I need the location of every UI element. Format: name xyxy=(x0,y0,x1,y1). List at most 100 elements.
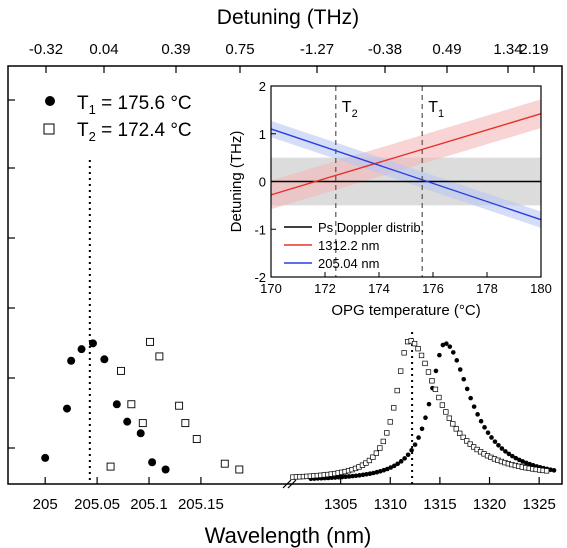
x-tick-label-1310: 1310 xyxy=(374,496,407,513)
point-filled-circle-57 xyxy=(506,451,512,457)
top-tick-label-1.34: 1.34 xyxy=(493,41,522,58)
point-filled-circle-20 xyxy=(378,468,383,474)
main-legend: T1 = 175.6 °C T2 = 172.4 °C xyxy=(43,93,192,144)
inset-x-axis-title: OPG temperature (°C) xyxy=(331,302,480,319)
axis-break-mark-b xyxy=(287,479,297,489)
point-filled-circle-49 xyxy=(478,418,484,424)
inset-vline-label-1: T1 xyxy=(428,99,444,120)
point-open-square-43 xyxy=(439,402,446,408)
point-filled-circle-45 xyxy=(464,386,470,392)
point-open-square-9 xyxy=(220,459,229,468)
point-open-square-36 xyxy=(415,345,421,352)
point-filled-circle-52 xyxy=(489,435,494,440)
point-filled-circle-56 xyxy=(503,449,508,454)
top-tick-label-0.04: 0.04 xyxy=(89,41,118,58)
inset-vline-label-sub: 1 xyxy=(438,108,444,120)
point-open-square-46 xyxy=(450,421,456,427)
point-filled-circle-41 xyxy=(450,350,456,355)
point-filled-circle-15 xyxy=(360,472,366,478)
inset-y-tick-label--2: -2 xyxy=(254,270,266,285)
point-filled-circle-62 xyxy=(523,460,529,466)
point-open-square-6 xyxy=(175,401,184,410)
point-open-square-51 xyxy=(467,441,473,447)
point-open-square-39 xyxy=(425,369,432,375)
inset-legend-label-1: 1312.2 nm xyxy=(318,238,379,253)
inset-x-tick-label-170: 170 xyxy=(260,281,282,296)
point-filled-circle-34 xyxy=(426,401,432,407)
point-open-square-34 xyxy=(408,338,414,344)
point-filled-circle-46 xyxy=(468,395,473,401)
inset-vline-label-name: T xyxy=(342,99,352,116)
point-filled-circle-27 xyxy=(402,456,407,461)
point-open-square-24 xyxy=(373,450,380,456)
inset-y-tick-label-0: 0 xyxy=(259,175,266,190)
point-filled-circle-44 xyxy=(461,376,467,382)
point-open-square-44 xyxy=(443,409,449,415)
point-open-square-32 xyxy=(401,350,407,356)
point-filled-circle-23 xyxy=(388,465,394,470)
top-tick-label-0.75: 0.75 xyxy=(225,41,254,58)
legend-t1-value: = 175.6 °C xyxy=(96,93,192,114)
top-tick-label-0.39: 0.39 xyxy=(161,41,190,58)
point-open-square-49 xyxy=(460,434,466,441)
point-open-square-30 xyxy=(394,387,400,394)
point-open-square-38 xyxy=(422,360,428,367)
point-open-square-35 xyxy=(411,340,418,347)
point-filled-circle-5 xyxy=(100,355,109,364)
point-filled-circle-25 xyxy=(395,461,401,467)
inset-series-line-2 xyxy=(270,128,542,221)
legend-t2-value: = 172.4 °C xyxy=(96,120,192,141)
point-filled-circle-55 xyxy=(499,446,505,451)
inset-y-axis-title: Detuning (THz) xyxy=(228,131,245,233)
point-open-square-25 xyxy=(377,445,383,451)
point-open-square-29 xyxy=(391,405,397,411)
top-tick-label--0.32: -0.32 xyxy=(29,41,63,58)
legend-t1-sub: 1 xyxy=(89,102,96,117)
point-filled-circle-4 xyxy=(88,339,97,348)
inset-legend-label-2: 205.04 nm xyxy=(318,256,379,271)
point-open-square-48 xyxy=(457,430,463,437)
point-open-square-37 xyxy=(418,352,425,359)
point-filled-circle-19 xyxy=(374,469,380,475)
point-open-square-28 xyxy=(387,419,393,425)
point-filled-circle-9 xyxy=(148,458,157,467)
point-filled-circle-29 xyxy=(409,447,414,453)
point-open-square-5 xyxy=(155,352,164,361)
point-filled-circle-7 xyxy=(123,417,132,426)
point-open-square-2 xyxy=(127,400,136,409)
point-filled-circle-31 xyxy=(416,435,421,440)
point-filled-circle-30 xyxy=(412,442,418,447)
point-filled-circle-39 xyxy=(444,341,449,346)
point-open-square-4 xyxy=(146,337,154,346)
inset-x-tick-label-172: 172 xyxy=(314,281,336,296)
x-tick-label-205.05: 205.05 xyxy=(74,496,120,513)
point-filled-circle-36 xyxy=(433,368,439,374)
point-filled-circle-14 xyxy=(357,473,362,478)
point-filled-circle-53 xyxy=(492,439,498,444)
point-open-square-22 xyxy=(366,457,373,464)
inset-y-tick-label--1: -1 xyxy=(254,222,266,237)
point-open-square-45 xyxy=(446,415,452,421)
point-filled-circle-26 xyxy=(398,459,404,464)
point-open-square-8 xyxy=(192,435,201,443)
inset-x-tick-label-180: 180 xyxy=(530,281,552,296)
top-tick-label--0.38: -0.38 xyxy=(368,41,402,58)
left-panel-wavelength-205nm: 205 205.05 205.1 205.15 xyxy=(33,160,244,513)
x-tick-label-205.1: 205.1 xyxy=(130,496,168,513)
x-tick-label-1325: 1325 xyxy=(522,496,555,513)
x-tick-label-205: 205 xyxy=(33,496,58,513)
main-plot-frame xyxy=(7,65,563,489)
legend-entry-t2: T2 = 172.4 °C xyxy=(77,120,192,144)
top-axis-title: Detuning (THz) xyxy=(217,6,359,29)
point-filled-circle-18 xyxy=(371,470,376,476)
legend-entry-t1: T1 = 175.6 °C xyxy=(77,93,192,117)
point-filled-circle-9 xyxy=(339,474,345,480)
point-filled-circle-37 xyxy=(437,352,442,358)
top-tick-label--1.27: -1.27 xyxy=(300,41,334,58)
point-open-square-10 xyxy=(235,465,244,474)
top-tick-label-2.19: 2.19 xyxy=(519,41,548,58)
point-filled-circle-1 xyxy=(62,404,71,413)
point-open-square-73 xyxy=(543,468,550,474)
